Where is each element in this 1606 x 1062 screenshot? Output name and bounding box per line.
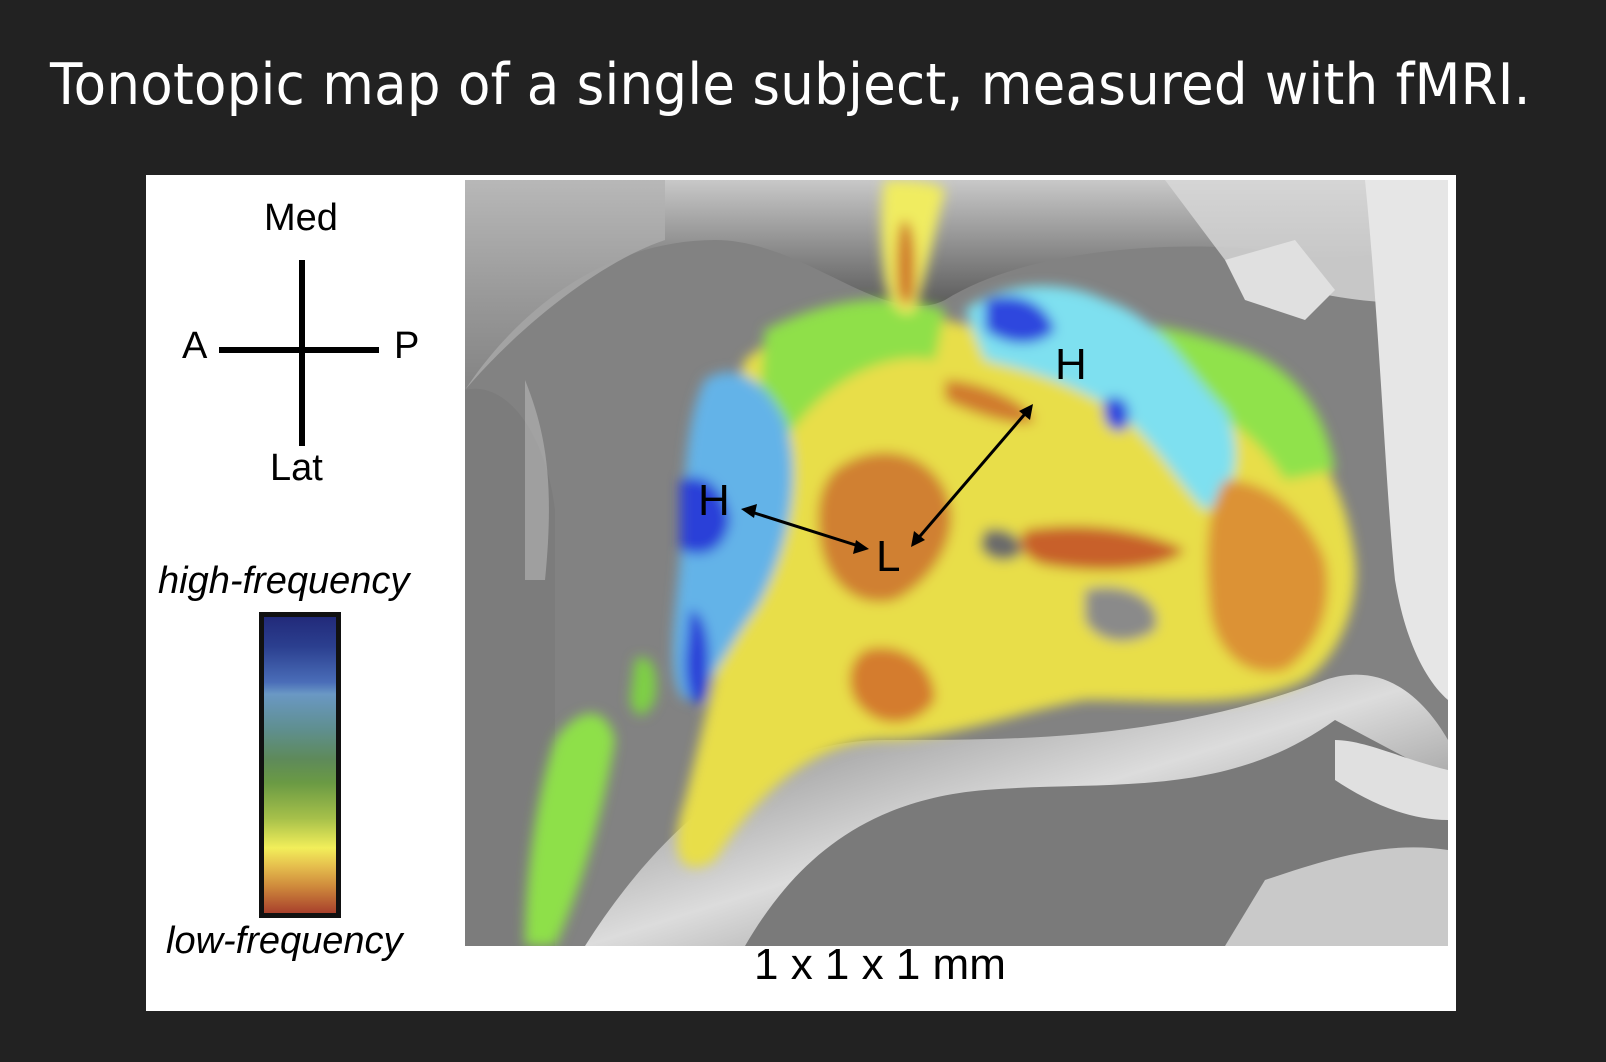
orientation-posterior-label: P xyxy=(394,325,420,367)
tonotopic-brain-map: H H L xyxy=(465,180,1448,946)
orientation-lateral-label: Lat xyxy=(270,447,323,489)
orientation-medial-label: Med xyxy=(264,197,338,239)
high-frequency-marker-left: H xyxy=(698,476,730,525)
frequency-colorbar xyxy=(259,612,341,918)
orientation-anterior-label: A xyxy=(182,325,208,367)
cortical-surface-image xyxy=(465,180,1448,946)
orientation-cross-icon-horizontal xyxy=(219,347,379,353)
low-frequency-marker: L xyxy=(876,532,901,581)
annotation-arrows xyxy=(744,407,1032,550)
resolution-label: 1 x 1 x 1 mm xyxy=(754,940,1006,989)
figure-panel: Med Lat A P high-frequency low-frequency xyxy=(146,175,1456,1011)
slide-title: Tonotopic map of a single subject, measu… xyxy=(50,52,1531,118)
high-frequency-marker-right: H xyxy=(1055,340,1087,389)
colorbar-high-label: high-frequency xyxy=(158,560,410,602)
legend: Med Lat A P high-frequency low-frequency xyxy=(146,175,466,1011)
orientation-cross-icon xyxy=(299,260,305,446)
colorbar-low-label: low-frequency xyxy=(166,920,403,962)
